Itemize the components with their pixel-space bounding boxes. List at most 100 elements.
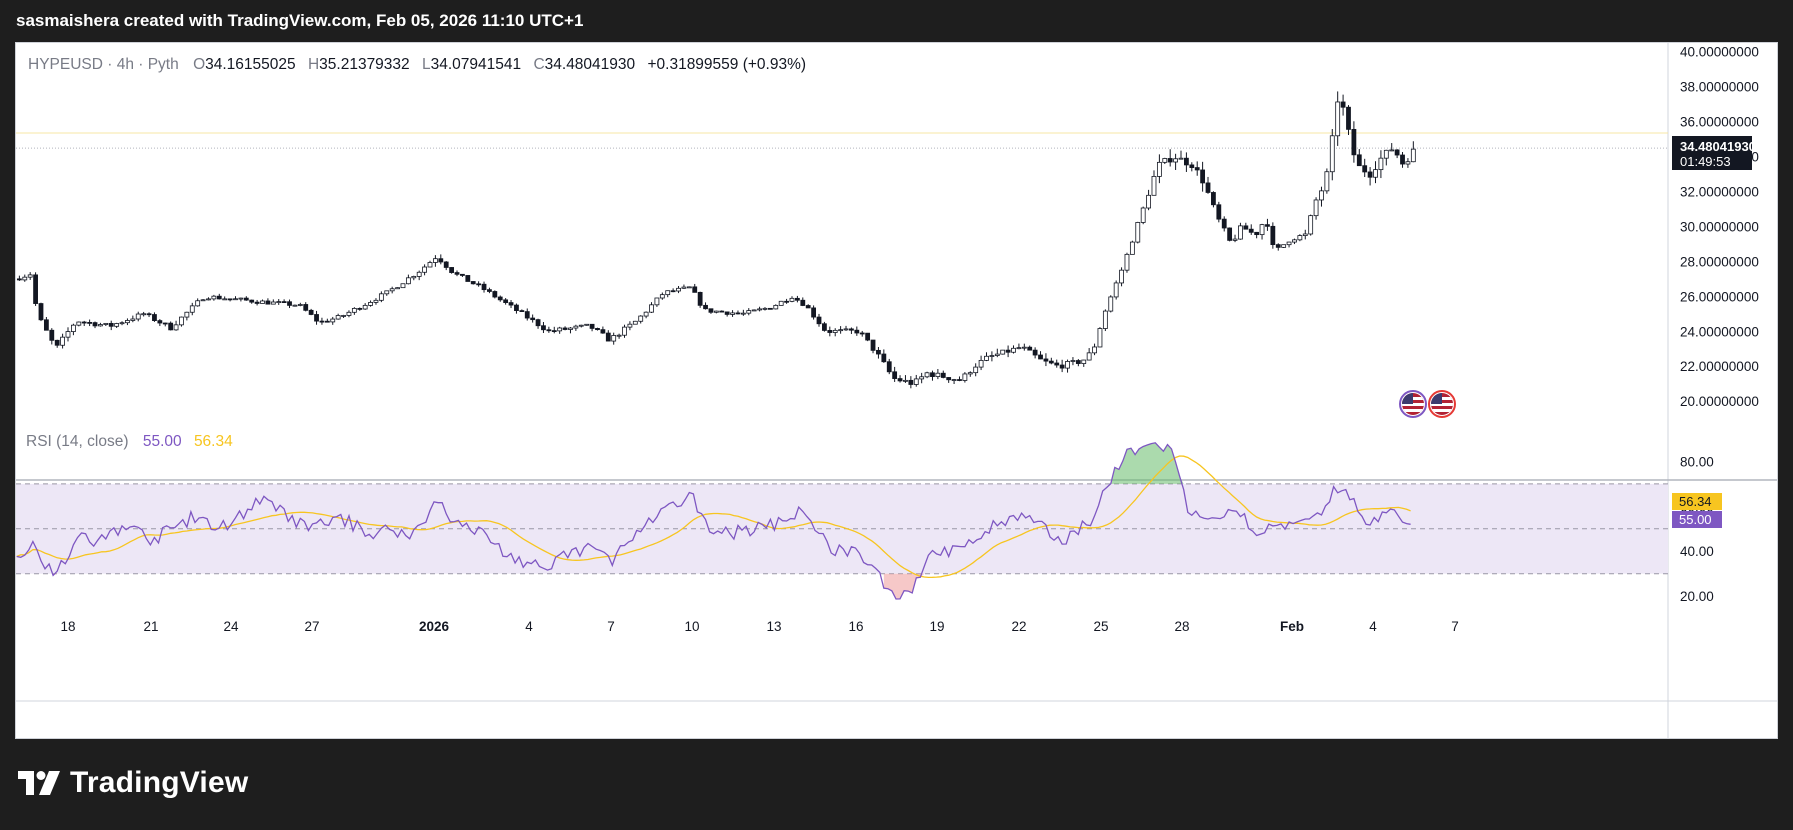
candle-down	[254, 301, 260, 304]
candle-down	[216, 295, 222, 300]
candle-down	[162, 322, 168, 325]
candle-down	[508, 302, 514, 306]
candle-up	[746, 310, 752, 314]
symbol-legend[interactable]: HYPEUSD · 4h · Pyth O34.16155025 H35.213…	[28, 56, 806, 73]
chart-frame[interactable]: 40.0000000038.0000000036.0000000034.0000…	[15, 42, 1778, 739]
candle-up	[789, 297, 795, 302]
candle-up	[832, 329, 838, 333]
candle-down	[1038, 354, 1043, 360]
candle-down	[1248, 228, 1254, 233]
low-label: L	[422, 56, 431, 73]
candle-down	[670, 290, 676, 293]
candle-down	[940, 372, 946, 378]
candle-up	[351, 308, 357, 313]
candle-up	[665, 290, 671, 296]
candle-down	[881, 353, 887, 363]
candle-down	[908, 379, 914, 385]
price-axis-tick: 22.00000000	[1680, 359, 1759, 374]
rsi-line	[16, 442, 1411, 600]
candle-down	[1227, 227, 1233, 241]
candle-up	[924, 372, 930, 378]
symbol-name[interactable]: HYPEUSD · 4h · Pyth	[28, 56, 179, 73]
candle-up	[638, 315, 644, 322]
candle-down	[589, 323, 595, 329]
candle-up	[1319, 190, 1324, 201]
candle-down	[168, 322, 174, 331]
candle-up	[1151, 176, 1157, 196]
candle-up	[416, 271, 422, 277]
candle-down	[822, 323, 827, 331]
candle-down	[319, 320, 325, 323]
candle-up	[103, 322, 109, 325]
us-flag-icon[interactable]	[1428, 390, 1456, 418]
candle-down	[1340, 101, 1346, 108]
candle-up	[1070, 360, 1076, 362]
candle-up	[994, 353, 1000, 356]
candle-down	[497, 296, 503, 301]
price-axis-tick: 36.00000000	[1680, 115, 1759, 130]
time-axis[interactable]: 18 21 24 27 2026 4 7 10 13 16 19 22 25 28 Feb 4 7	[60, 619, 1458, 634]
candle-up	[681, 286, 687, 289]
candle-up	[233, 298, 238, 301]
candle-up	[400, 283, 406, 289]
candle-down	[892, 371, 898, 379]
time-axis-tick: Feb	[1280, 619, 1304, 634]
candle-up	[1335, 101, 1341, 137]
us-flag-icon[interactable]	[1399, 390, 1427, 418]
rsi-legend[interactable]: RSI (14, close) 55.00 56.34	[26, 433, 233, 450]
time-axis-tick: 21	[143, 619, 158, 634]
rsi-ma-tag-text: 56.34	[1679, 494, 1712, 509]
candle-down	[460, 273, 465, 276]
candle-up	[297, 304, 303, 306]
candle-down	[243, 297, 249, 301]
candle-down	[303, 304, 309, 311]
candle-down	[946, 377, 952, 381]
candle-down	[1211, 192, 1216, 206]
candle-down	[811, 307, 817, 318]
candle-up	[222, 298, 228, 301]
time-axis-tick: 4	[525, 619, 533, 634]
candle-up	[98, 324, 103, 327]
close-label: C	[533, 56, 544, 73]
candle-down	[43, 319, 49, 331]
rsi-axis-tick: 40.00	[1680, 544, 1714, 559]
tradingview-logo[interactable]: TradingView	[18, 763, 248, 803]
candle-up	[627, 323, 633, 328]
candle-up	[141, 313, 147, 316]
candle-up	[27, 274, 33, 278]
candle-up	[611, 335, 617, 342]
time-axis-tick: 10	[684, 619, 699, 634]
price-axis-tick: 38.00000000	[1680, 80, 1759, 95]
candle-up	[1329, 135, 1335, 173]
candle-up	[778, 300, 784, 306]
candle-down	[438, 258, 444, 263]
candle-up	[962, 373, 968, 381]
candle-up	[686, 286, 692, 289]
candle-down	[492, 291, 498, 298]
rsi-legend-label[interactable]: RSI (14, close)	[26, 433, 129, 450]
time-axis-tick: 16	[848, 619, 863, 634]
price-axis-tick: 40.00000000	[1680, 45, 1759, 60]
candle-up	[422, 266, 427, 273]
price-axis[interactable]: 40.0000000038.0000000036.0000000034.0000…	[1680, 45, 1759, 409]
candle-up	[179, 316, 184, 326]
candle-down	[1048, 360, 1054, 364]
rsi-legend-value: 55.00	[143, 433, 182, 450]
candle-up	[1140, 207, 1146, 223]
candle-up	[1324, 171, 1330, 192]
candle-up	[260, 300, 265, 304]
candle-down	[465, 275, 471, 282]
candle-up	[1086, 352, 1092, 361]
candle-down	[287, 301, 292, 306]
candle-down	[767, 307, 773, 310]
candle-down	[1362, 165, 1368, 173]
candle-up	[1016, 347, 1022, 350]
low-value: 34.07941541	[431, 56, 522, 73]
candle-down	[33, 274, 38, 304]
candle-down	[1005, 349, 1011, 353]
candle-up	[951, 379, 957, 381]
candle-up	[1389, 149, 1395, 152]
chart-canvas[interactable]: 40.0000000038.0000000036.0000000034.0000…	[16, 43, 1777, 738]
time-axis-tick: 25	[1093, 619, 1108, 634]
